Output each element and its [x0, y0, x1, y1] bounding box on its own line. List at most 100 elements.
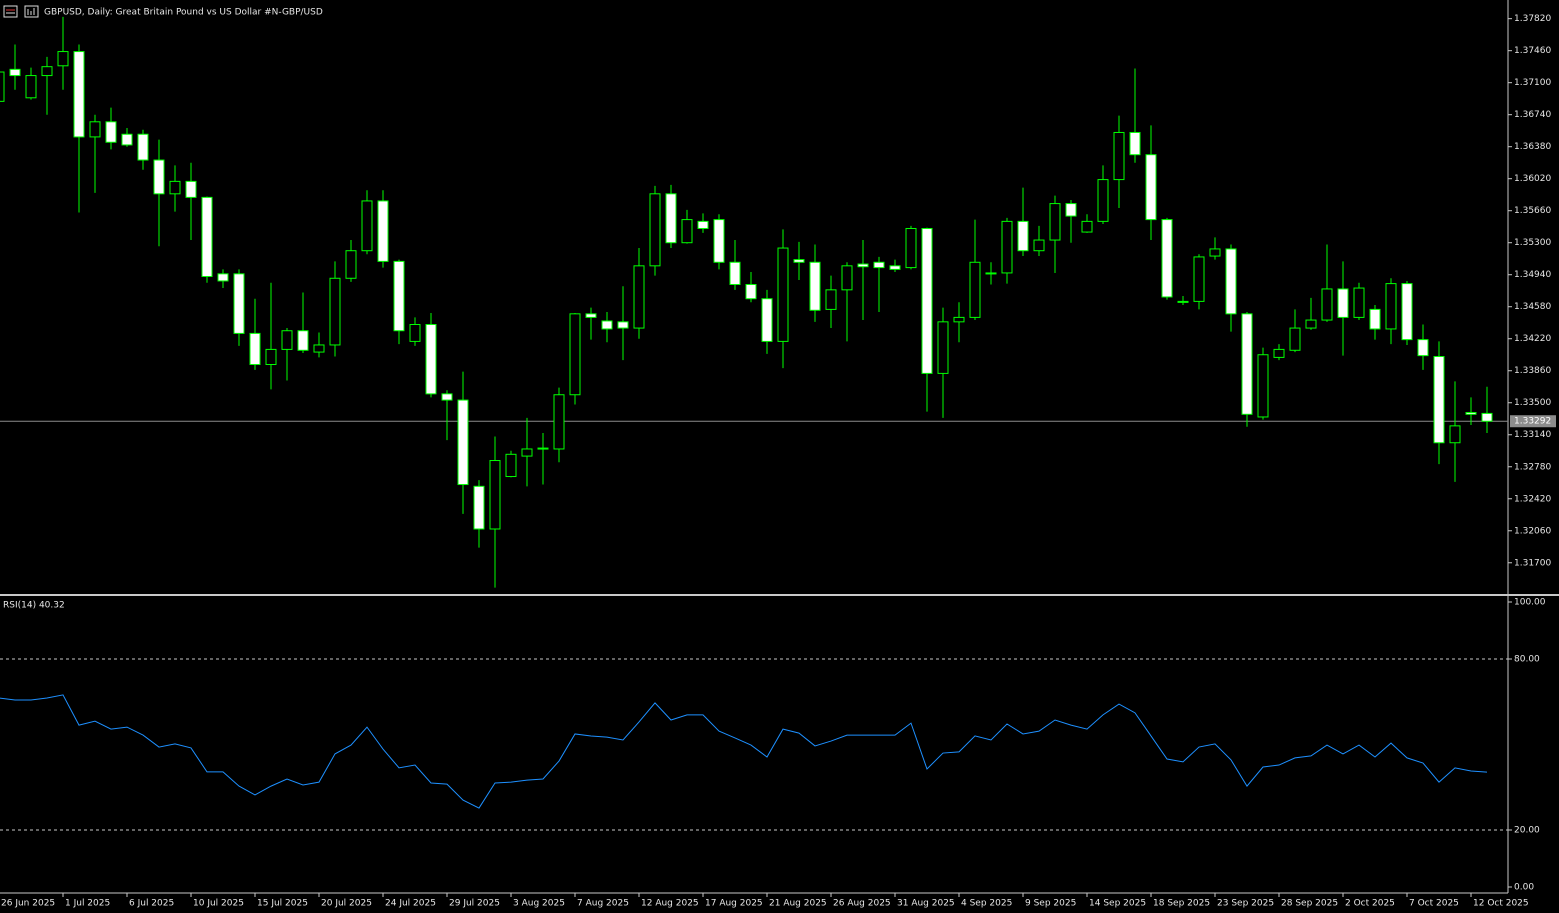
candle-body — [585, 313, 597, 318]
x-tick-label: 29 Jul 2025 — [449, 899, 500, 909]
candle-body — [761, 298, 773, 342]
candle-body — [841, 265, 853, 291]
candle-body — [265, 348, 277, 366]
candle-body — [1321, 288, 1333, 321]
candle-body — [1369, 308, 1381, 330]
candle-body — [473, 485, 485, 530]
candle-body — [1161, 219, 1173, 298]
x-tick-label: 18 Sep 2025 — [1153, 899, 1210, 909]
candle-body — [889, 265, 901, 270]
candle-body — [1193, 256, 1205, 302]
candle-body — [617, 321, 629, 329]
candle-body — [1017, 220, 1029, 252]
y-tick-label: 1.37460 — [1514, 46, 1551, 56]
y-tick-label: 1.33140 — [1514, 430, 1551, 440]
candle-body — [281, 330, 293, 350]
y-tick-label: 1.32780 — [1514, 462, 1551, 472]
candle-body — [649, 193, 661, 267]
candle-body — [1129, 131, 1141, 156]
candle-body — [697, 220, 709, 229]
candle-body — [777, 247, 789, 342]
candle-body — [953, 316, 965, 323]
menu-icon — [3, 5, 18, 18]
x-tick-label: 17 Aug 2025 — [705, 899, 763, 909]
candle-body — [1033, 239, 1045, 252]
candle-body — [857, 263, 869, 268]
candle-body — [121, 133, 133, 146]
x-tick-label: 12 Aug 2025 — [641, 899, 699, 909]
candle-body — [73, 51, 85, 138]
candle-body — [873, 261, 885, 269]
candle-body — [297, 330, 309, 351]
y-tick-label: 20.00 — [1514, 826, 1540, 836]
y-tick-label: 1.35660 — [1514, 206, 1551, 216]
candle-body — [153, 159, 165, 195]
candle-body — [1113, 131, 1125, 181]
last-price-label: 1.33292 — [1514, 417, 1551, 427]
candle-body — [1225, 248, 1237, 315]
x-tick-label: 26 Jun 2025 — [1, 899, 55, 909]
candle-body — [1257, 354, 1269, 418]
y-tick-label: 1.36740 — [1514, 110, 1551, 120]
candle-body — [1065, 203, 1077, 217]
candle-body — [233, 273, 245, 334]
x-tick-label: 7 Aug 2025 — [577, 899, 629, 909]
candle-body — [217, 273, 229, 282]
x-tick-label: 4 Sep 2025 — [961, 899, 1012, 909]
candle-body — [1145, 154, 1157, 221]
candle-body — [793, 259, 805, 263]
x-tick-label: 20 Jul 2025 — [321, 899, 372, 909]
last-price-box — [1510, 415, 1556, 428]
y-tick-label: 1.37820 — [1514, 14, 1551, 24]
x-tick-label: 6 Jul 2025 — [129, 899, 174, 909]
candle-body — [201, 196, 213, 277]
candle-body — [681, 219, 693, 244]
candle-body — [41, 66, 53, 77]
candle-body — [1177, 300, 1189, 303]
candle-body — [1097, 179, 1109, 222]
candle-body — [185, 180, 197, 198]
candle-body — [553, 394, 565, 450]
candle-body — [1209, 248, 1221, 257]
candle-body — [489, 460, 501, 530]
x-tick-label: 21 Aug 2025 — [769, 899, 827, 909]
candle-body — [569, 313, 581, 396]
candle-body — [393, 260, 405, 332]
candle-body — [521, 448, 533, 457]
candle-body — [25, 75, 37, 99]
candle-body — [1001, 220, 1013, 274]
candle-body — [0, 71, 5, 102]
candle-body — [137, 133, 149, 161]
candle-body — [1289, 327, 1301, 351]
candle-body — [745, 283, 757, 300]
y-tick-label: 1.32420 — [1514, 494, 1551, 504]
y-tick-label: 1.35300 — [1514, 238, 1551, 248]
x-tick-label: 3 Aug 2025 — [513, 899, 565, 909]
candle-body — [345, 250, 357, 279]
candle-body — [1337, 288, 1349, 318]
y-tick-label: 1.33500 — [1514, 398, 1551, 408]
y-tick-label: 1.36380 — [1514, 142, 1551, 152]
candle-body — [377, 200, 389, 262]
candle-body — [809, 261, 821, 311]
chart-title: GBPUSD, Daily: Great Britain Pound vs US… — [44, 8, 323, 18]
candle-body — [1081, 220, 1093, 233]
indicator-title: RSI(14) 40.32 — [3, 601, 65, 611]
x-tick-label: 15 Jul 2025 — [257, 899, 308, 909]
y-tick-label: 1.33860 — [1514, 366, 1551, 376]
candle-body — [409, 324, 421, 342]
y-tick-label: 1.34220 — [1514, 334, 1551, 344]
candle-body — [937, 321, 949, 374]
x-tick-label: 9 Sep 2025 — [1025, 899, 1076, 909]
y-tick-label: 1.31700 — [1514, 558, 1551, 568]
x-tick-label: 12 Oct 2025 — [1473, 899, 1529, 909]
candle-body — [361, 200, 373, 252]
y-tick-label: 1.37100 — [1514, 78, 1551, 88]
x-tick-label: 1 Jul 2025 — [65, 899, 110, 909]
candle-body — [57, 51, 69, 67]
candle-body — [1449, 425, 1461, 444]
x-tick-label: 10 Jul 2025 — [193, 899, 244, 909]
candle-body — [329, 277, 341, 346]
candle-body — [105, 121, 117, 143]
